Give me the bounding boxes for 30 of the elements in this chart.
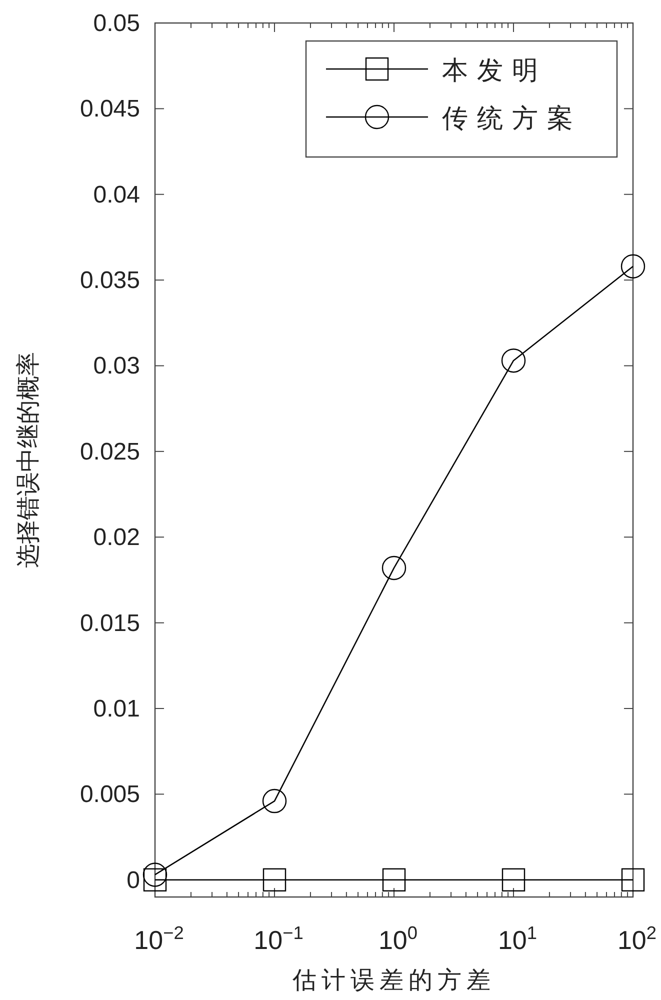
- point: [502, 868, 526, 892]
- x-tick-label: 10$^{0}$: [378, 923, 418, 955]
- y-tick-label: 0.015: [80, 610, 140, 637]
- y-tick-label: 0.035: [80, 267, 140, 294]
- point: [620, 254, 646, 278]
- y-axis-title: 选择错误中继的概率: [15, 352, 42, 568]
- point: [262, 868, 286, 892]
- point: [382, 868, 406, 892]
- y-tick-label: 0.025: [80, 438, 140, 466]
- y-tick-label: 0.04: [93, 181, 140, 208]
- y-tick-label: 0.05: [93, 10, 140, 37]
- y-tick-label: 0.005: [80, 781, 140, 808]
- point: [142, 862, 168, 887]
- point: [621, 868, 645, 892]
- y-tick-label: 0.045: [80, 96, 140, 123]
- y-tick-label: 0.02: [93, 524, 140, 552]
- x-axis-title: 估计误差的方差: [292, 967, 496, 994]
- y-tick-label: 0.01: [93, 695, 140, 722]
- x-tick-label: 10$^{2}$: [617, 923, 657, 955]
- point: [382, 556, 406, 580]
- y-tick-label: 0: [126, 866, 140, 894]
- point: [143, 868, 167, 892]
- x-tick-label: 10$^{−1}$: [254, 923, 304, 955]
- y-tick-label: 0.03: [93, 352, 140, 380]
- point: [501, 348, 526, 373]
- x-tick-label: 10$^{1}$: [498, 923, 538, 955]
- legend-label: 传统方案: [442, 103, 582, 133]
- x-tick-label: 10$^{−2}$: [134, 923, 184, 955]
- point: [262, 788, 287, 814]
- legend-label: 本发明: [442, 55, 547, 85]
